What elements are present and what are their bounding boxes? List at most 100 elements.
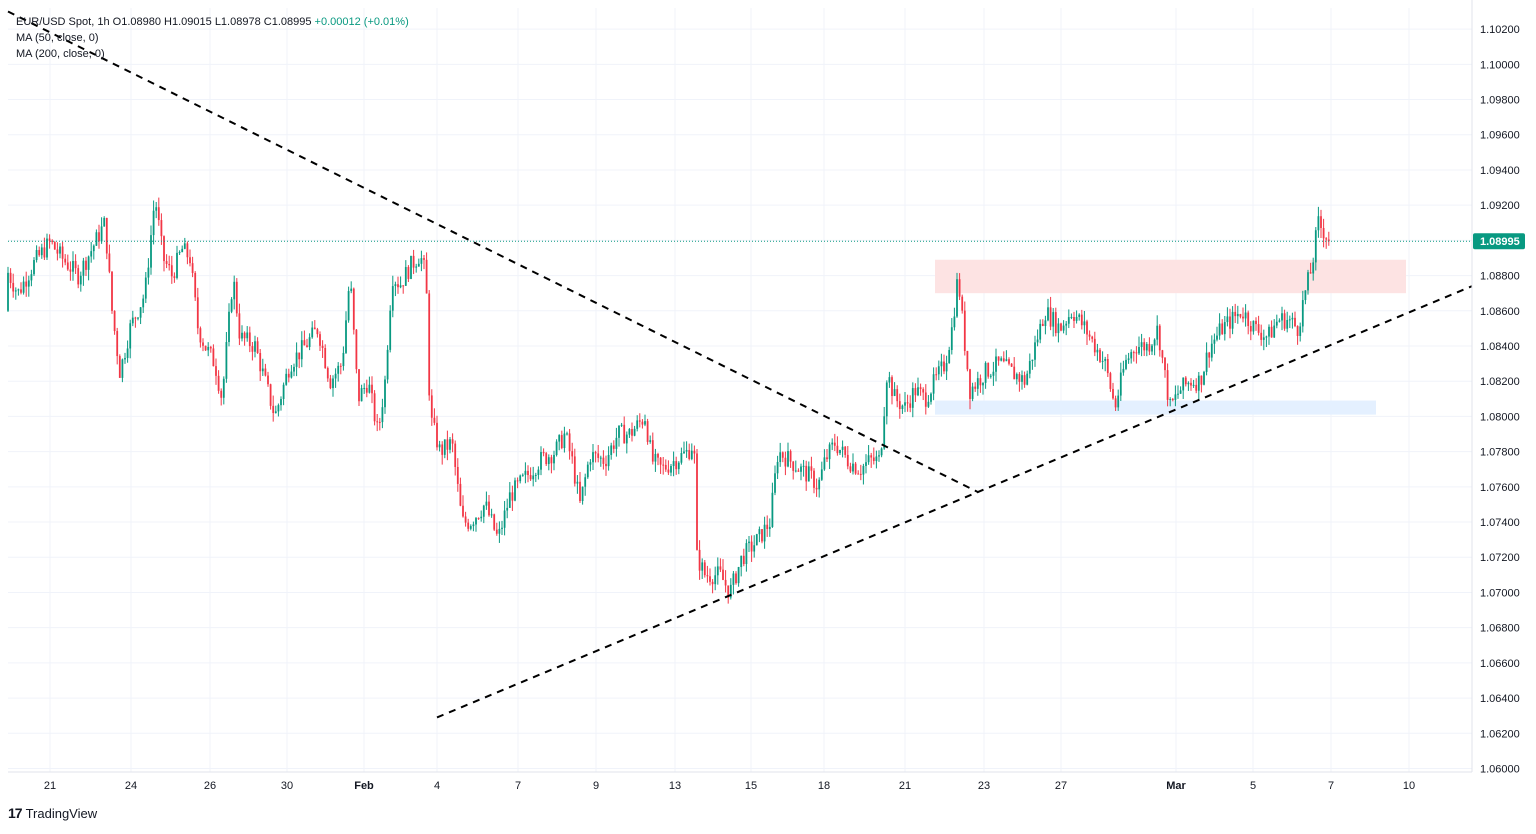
time-tick-label: 23 [978, 780, 990, 792]
candle-body [1070, 316, 1073, 318]
candle [495, 522, 498, 536]
candle-body [441, 444, 444, 455]
candle-body [1164, 357, 1166, 371]
candle-body [100, 226, 103, 242]
candle-body [235, 281, 238, 314]
candle [615, 427, 618, 457]
candle-body [22, 281, 25, 293]
candle [131, 310, 134, 327]
legend-close: C1.08995 [263, 16, 312, 28]
candle [118, 354, 121, 378]
candle [137, 316, 139, 321]
candle-body [506, 507, 509, 511]
tradingview-brand[interactable]: 17 TradingView [8, 805, 97, 821]
candle-body [714, 575, 717, 585]
candle-body [493, 514, 496, 530]
candle-body [259, 353, 262, 372]
candle-body [277, 405, 280, 412]
candle [802, 459, 805, 477]
candle [1312, 257, 1315, 281]
legend-ma50[interactable]: MA (50, close, 0) [16, 32, 99, 44]
candle [1062, 320, 1065, 334]
candle-body [576, 481, 579, 484]
candle [1249, 321, 1252, 341]
candle [958, 273, 961, 301]
candle [48, 234, 51, 249]
candle-body [859, 473, 862, 475]
candle-body [657, 453, 659, 458]
candle-body [563, 433, 566, 448]
candle [1122, 360, 1125, 376]
candle [134, 316, 137, 328]
candle-body [753, 545, 756, 552]
candle [264, 363, 267, 377]
candle [402, 285, 405, 294]
candle [9, 268, 12, 289]
candle [628, 428, 631, 438]
candle-body [230, 299, 233, 312]
candle-body [90, 251, 93, 257]
candle-body [771, 492, 774, 527]
candle-body [1047, 307, 1049, 321]
candle [571, 442, 574, 464]
candle [1075, 310, 1078, 324]
candle [1052, 308, 1055, 337]
candle [1148, 337, 1151, 356]
candle [1192, 379, 1195, 388]
candle-body [815, 487, 818, 490]
candle-body [1249, 325, 1252, 332]
candle [202, 338, 204, 352]
candle [956, 272, 958, 318]
candle [1247, 310, 1250, 335]
candle [862, 463, 865, 485]
candle [207, 342, 210, 357]
candle-body [12, 282, 15, 292]
candle [194, 271, 197, 301]
candle-body [690, 450, 693, 459]
candle [727, 585, 730, 604]
candle-body [735, 573, 737, 584]
candle [563, 426, 566, 453]
candle [1239, 313, 1242, 319]
candle [1047, 298, 1049, 322]
candle [576, 475, 579, 494]
legend-ma200[interactable]: MA (200, close, 0) [16, 48, 105, 60]
candle-body [467, 522, 470, 529]
candle-body [303, 340, 306, 346]
candle-body [199, 328, 202, 343]
time-tick-label: 21 [44, 780, 56, 792]
candle-body [1171, 399, 1174, 401]
candle [248, 326, 251, 353]
candle [542, 448, 545, 457]
candle-body [633, 428, 636, 436]
candle-body [1301, 300, 1304, 327]
candle [807, 461, 810, 482]
candle-body [1039, 323, 1042, 340]
candle [454, 440, 457, 476]
candle-body [818, 479, 821, 490]
candle [230, 297, 233, 314]
candle-body [436, 422, 438, 448]
candle-body [568, 433, 571, 452]
candle-body [134, 317, 137, 319]
candle-body [867, 455, 870, 463]
candle [1112, 382, 1114, 400]
candle-body [524, 470, 527, 475]
candle-body [501, 527, 503, 529]
candle-body [623, 424, 626, 444]
candle-body [475, 518, 477, 525]
candle [72, 251, 74, 281]
candle [1145, 342, 1148, 357]
candle [579, 471, 581, 503]
candle-body [391, 286, 394, 311]
candle-body [612, 445, 615, 449]
candle [589, 459, 592, 472]
candle [844, 446, 847, 458]
candle-body [529, 475, 532, 480]
candle-body [1112, 388, 1114, 399]
candle [1109, 371, 1112, 392]
candle [753, 535, 756, 558]
candle [459, 477, 462, 507]
